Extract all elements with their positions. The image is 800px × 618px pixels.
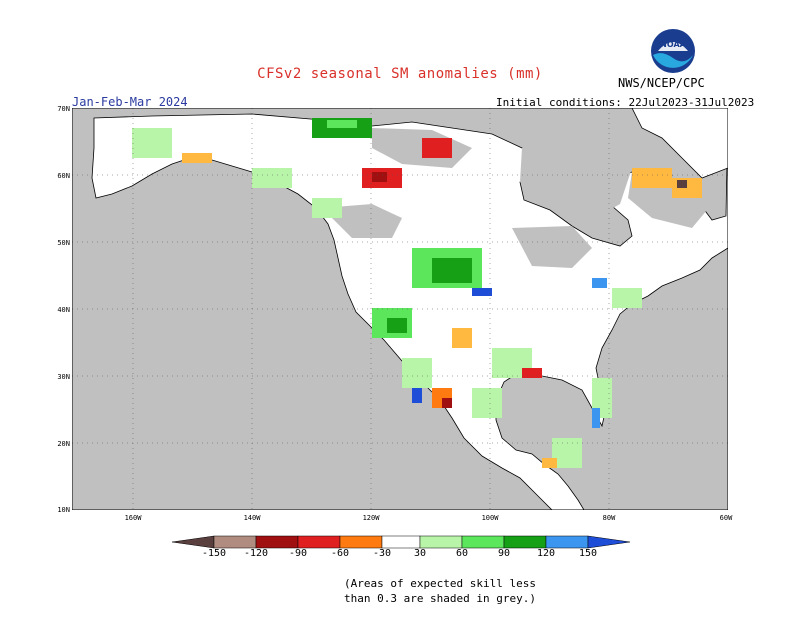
colorbar-cell [419,535,463,549]
wet-anomaly-cells [412,278,607,428]
colorbar-cell [339,535,383,549]
negative-anomaly-cells [182,138,702,468]
colorbar-label: -60 [330,548,350,559]
footnote-line-2: than 0.3 are shaded in grey.) [343,592,537,605]
color-bar [172,535,631,549]
lat-label-10n: 10N [57,506,70,514]
colorbar-max-arrow [587,535,631,549]
lat-label-70n: 70N [57,105,70,113]
colorbar-label: -90 [288,548,308,559]
colorbar-label: 120 [536,548,556,559]
noaa-logo: NOAA [651,29,695,73]
lon-label-100w: 100W [481,514,499,522]
colorbar-label: -150 [201,548,227,559]
graticule [72,108,728,510]
initial-conditions-label: Initial conditions: 22Jul2023-31Jul2023 [496,96,755,109]
colorbar-label: 60 [455,548,469,559]
positive-anomaly-cells [132,118,642,468]
land-greenland [631,108,728,179]
colorbar-cell [213,535,257,549]
lon-label-140w: 140W [243,514,261,522]
colorbar-cell [255,535,299,549]
lon-label-120w: 120W [362,514,380,522]
colorbar-cell [297,535,341,549]
lon-label-160w: 160W [124,514,142,522]
colorbar-cell [461,535,505,549]
lon-label-60w: 60W [719,514,733,522]
lon-label-80w: 80W [602,514,616,522]
lat-label-50n: 50N [57,239,70,247]
lat-label-60n: 60N [57,172,70,180]
logo-text: NOAA [660,40,686,49]
colorbar-cell [545,535,589,549]
colorbar-label: -30 [372,548,392,559]
colorbar-label: 90 [497,548,511,559]
soil-moisture-anomaly-map [72,108,728,510]
footnote: (Areas of expected skill less than 0.3 a… [330,576,550,606]
lat-label-20n: 20N [57,440,70,448]
lat-label-40n: 40N [57,306,70,314]
map-title: CFSv2 seasonal SM anomalies (mm) [257,66,543,82]
colorbar-cell [503,535,547,549]
colorbar-label: -120 [243,548,269,559]
lat-label-30n: 30N [57,373,70,381]
agency-label: NWS/NCEP/CPC [618,76,705,90]
footnote-line-1: (Areas of expected skill less [343,577,537,590]
colorbar-label: 150 [578,548,598,559]
season-label: Jan-Feb-Mar 2024 [72,95,188,109]
colorbar-label: 30 [413,548,427,559]
colorbar-cell-neutral [381,535,421,549]
colorbar-min-arrow [172,535,215,549]
